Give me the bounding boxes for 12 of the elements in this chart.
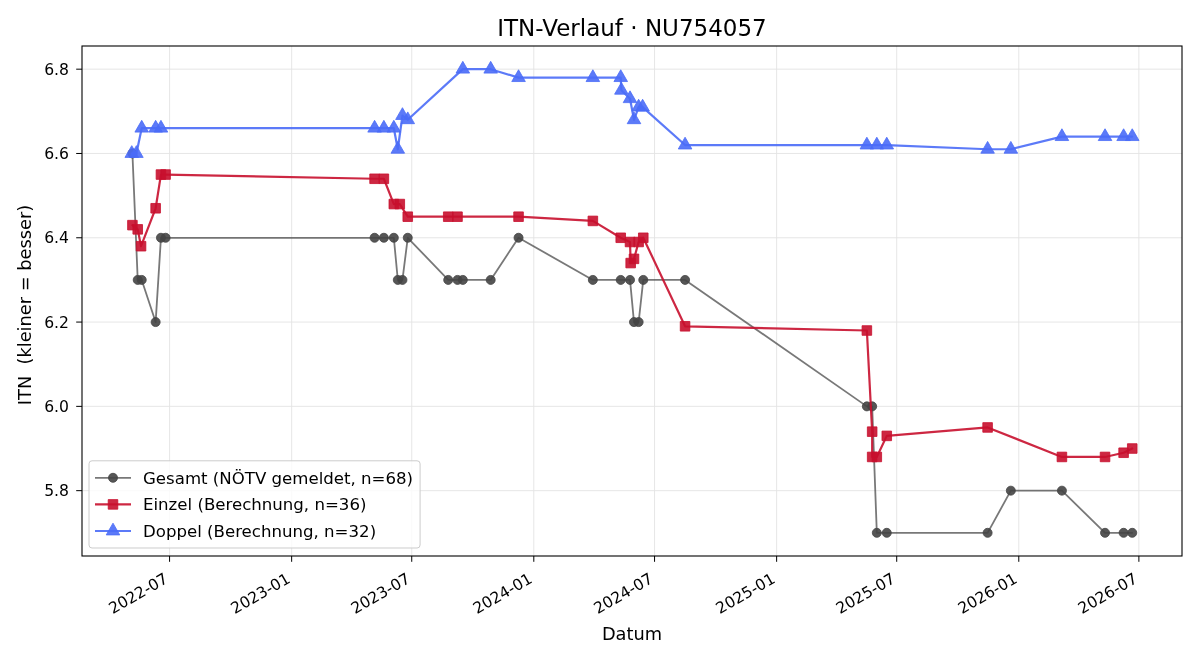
y-tick-label: 6.8 bbox=[44, 60, 69, 79]
legend-label: Gesamt (NÖTV gemeldet, n=68) bbox=[143, 468, 414, 488]
y-tick-label: 6.0 bbox=[44, 397, 69, 416]
y-axis-title: ITN (kleiner = besser) bbox=[14, 204, 35, 406]
legend-label: Einzel (Berechnung, n=36) bbox=[143, 495, 367, 515]
legend-label: Doppel (Berechnung, n=32) bbox=[143, 521, 377, 541]
y-tick-label: 5.8 bbox=[44, 482, 69, 501]
y-tick-label: 6.6 bbox=[44, 145, 69, 164]
chart-title: ITN-Verlauf · NU754057 bbox=[497, 15, 767, 41]
x-axis-title: Datum bbox=[601, 623, 663, 644]
y-tick-label: 6.4 bbox=[44, 229, 70, 248]
y-tick-label: 6.2 bbox=[44, 313, 69, 332]
